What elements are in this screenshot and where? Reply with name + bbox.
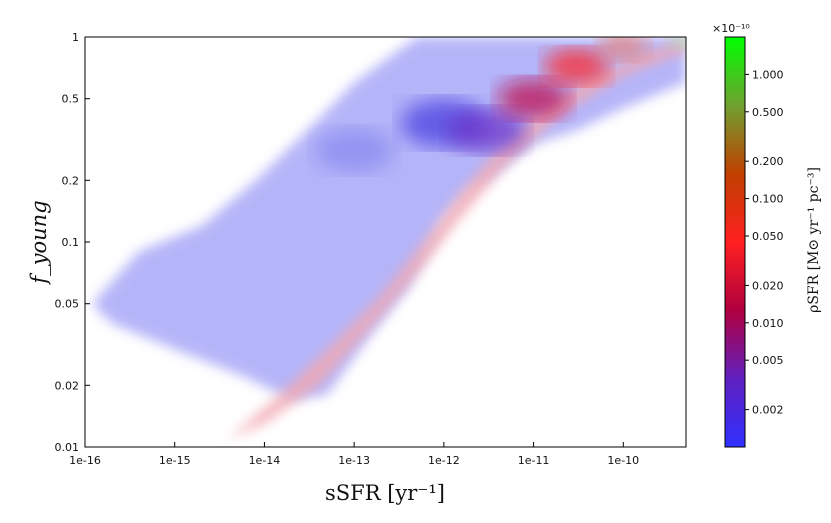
density-layer (92, 37, 686, 439)
colorbar-tick-label: 0.010 (752, 317, 784, 330)
x-axis-title: sSFR [yr⁻¹] (325, 481, 445, 505)
x-tick-label: 1e-12 (428, 454, 460, 467)
colorbar-tick-label: 0.050 (752, 230, 784, 243)
colorbar-multiplier: ×10⁻¹⁰ (712, 22, 750, 35)
ridge-point (598, 37, 649, 61)
y-tick-label: 0.05 (55, 298, 80, 311)
colorbar-tick-label: 1.000 (752, 68, 784, 81)
y-tick-label: 0.2 (62, 174, 80, 187)
x-axis: 1e-16 1e-15 1e-14 1e-13 1e-12 1e-11 1e-10 (69, 442, 639, 467)
colorbar-tick-label: 0.200 (752, 155, 784, 168)
y-tick-label: 0.5 (62, 93, 80, 106)
colorbar-tick-label: 0.005 (752, 354, 784, 367)
colorbar: 1.000 0.500 0.200 0.100 0.050 0.020 0.010 0.005… (712, 22, 822, 448)
y-axis-title: f_young (27, 200, 51, 285)
colorbar-ticks: 1.000 0.500 0.200 0.100 0.050 0.020 0.010 0.005… (745, 68, 784, 417)
y-axis: 0.01 0.02 0.05 0.1 0.2 0.5 1 (55, 31, 90, 454)
colorbar-tick-label: 0.500 (752, 106, 784, 119)
x-tick-label: 1e-13 (338, 454, 370, 467)
ridge-point (447, 108, 527, 153)
colorbar-gradient (724, 36, 746, 448)
colorbar-tick-label: 0.002 (752, 404, 784, 417)
x-tick-label: 1e-14 (249, 454, 281, 467)
density-edge-band (228, 41, 686, 439)
colorbar-title: ρSFR [M⊙ yr⁻¹ pc⁻³] (806, 167, 822, 313)
y-tick-label: 1 (72, 31, 79, 44)
ridge-point (668, 37, 686, 49)
y-tick-label: 0.1 (62, 236, 80, 249)
y-tick-label: 0.01 (55, 441, 80, 454)
x-tick-label: 1e-15 (159, 454, 191, 467)
x-tick-label: 1e-11 (518, 454, 550, 467)
ridge-point (497, 78, 570, 119)
colorbar-tick-label: 0.100 (752, 193, 784, 206)
x-tick-label: 1e-16 (69, 454, 101, 467)
plot-area (84, 36, 687, 448)
ridge-point (314, 128, 394, 173)
ridge-point (543, 48, 609, 85)
colorbar-tick-label: 0.020 (752, 279, 784, 292)
y-tick-label: 0.02 (55, 379, 80, 392)
x-tick-label: 1e-10 (607, 454, 639, 467)
